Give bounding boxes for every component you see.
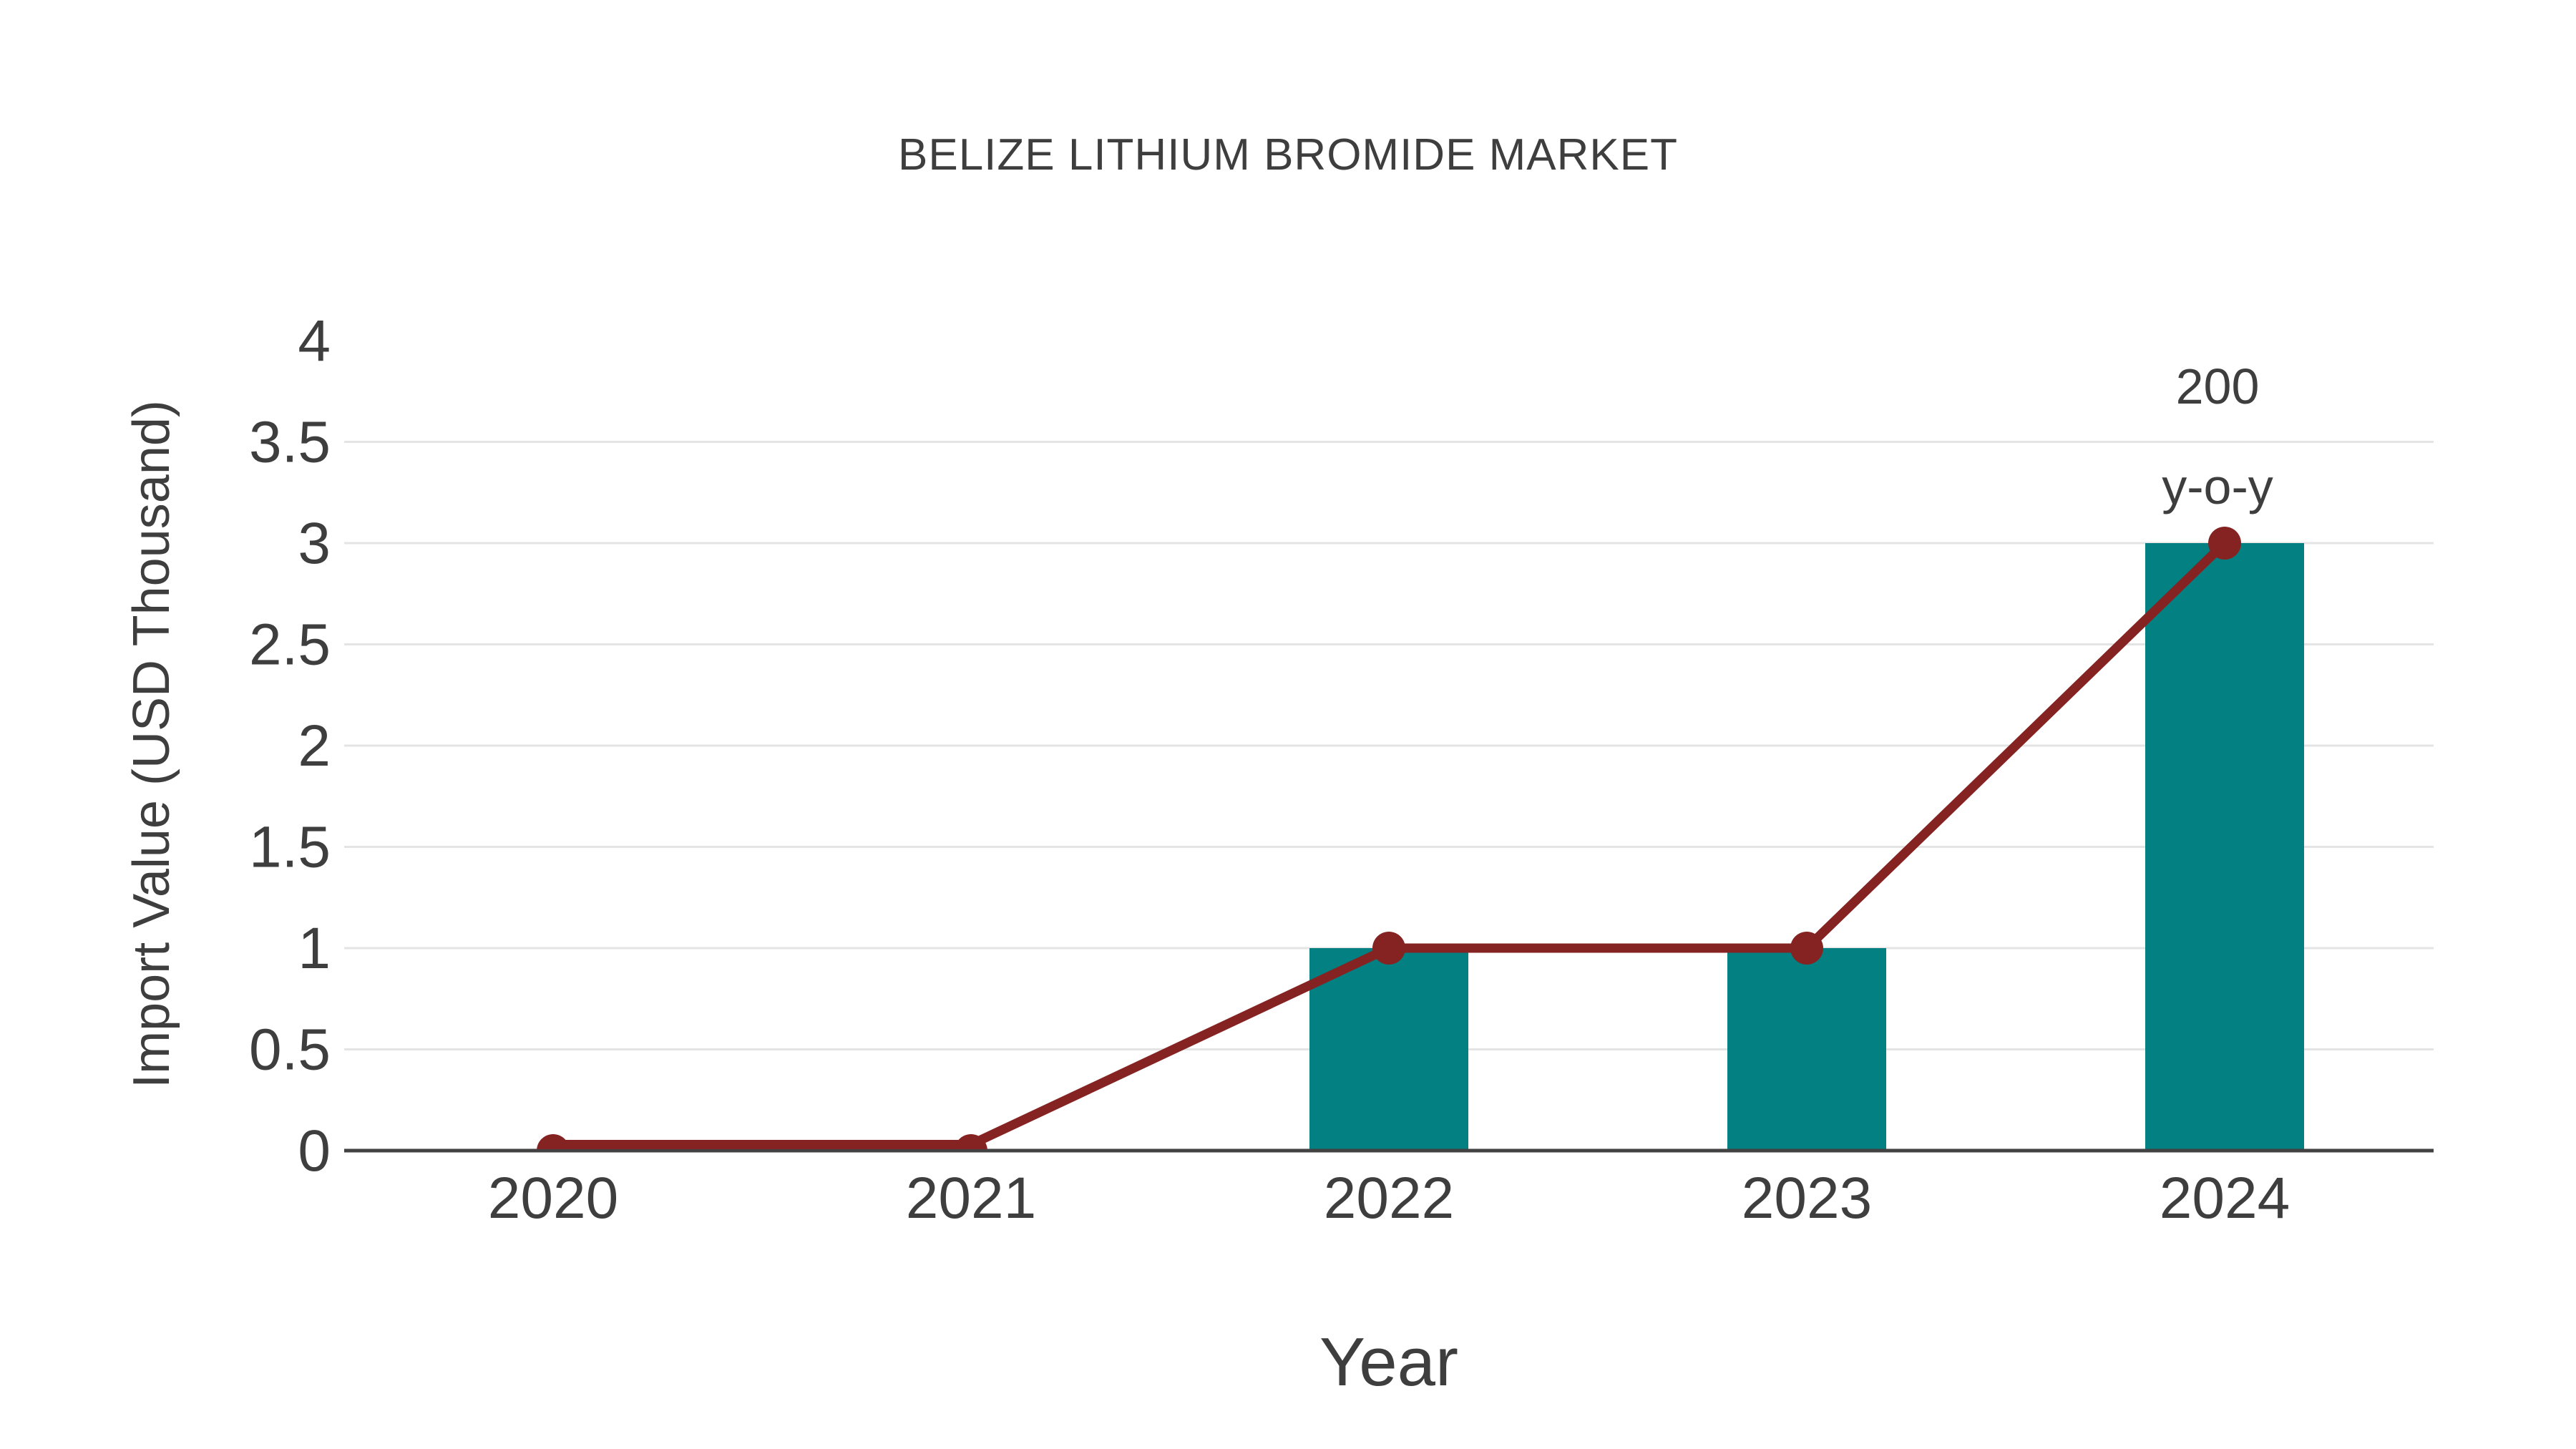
x-tick-label-2021: 2021 [906,1166,1036,1231]
x-tick-label-2020: 2020 [488,1166,618,1231]
yoy-annotation: 200 y-o-y [2096,336,2339,537]
marker-2023 [1790,932,1823,965]
x-tick-label-2023: 2023 [1742,1166,1872,1231]
marker-2024 [2208,527,2241,560]
y-tick-label-1.5: 1.5 [249,814,331,879]
y-tick-label-3: 3 [298,511,331,576]
y-tick-label-4: 4 [298,308,331,374]
bar-2023 [1727,948,1886,1152]
y-axis-title: Import Value (USD Thousand) [123,400,180,1088]
yoy-annotation-label: y-o-y [2162,459,2273,514]
marker-2022 [1372,932,1405,965]
y-tick-label-2.5: 2.5 [249,612,331,677]
chart-title: BELIZE LITHIUM BROMIDE MARKET [897,130,1679,180]
marker-2021 [955,1134,987,1149]
y-tick-label-0.5: 0.5 [249,1017,331,1082]
bar-2024 [2145,543,2304,1152]
y-tick-label-0: 0 [298,1118,331,1184]
x-tick-label-2024: 2024 [2160,1166,2290,1231]
x-tick-label-2022: 2022 [1324,1166,1454,1231]
y-tick-label-1: 1 [298,916,331,981]
bar-2022 [1309,948,1468,1152]
marker-2020 [537,1134,570,1149]
trend-layer [537,527,2241,1149]
y-tick-label-3.5: 3.5 [249,409,331,474]
y-tick-label-2: 2 [298,713,331,779]
x-axis-title: Year [1319,1324,1458,1400]
yoy-annotation-value: 200 [2175,358,2260,414]
